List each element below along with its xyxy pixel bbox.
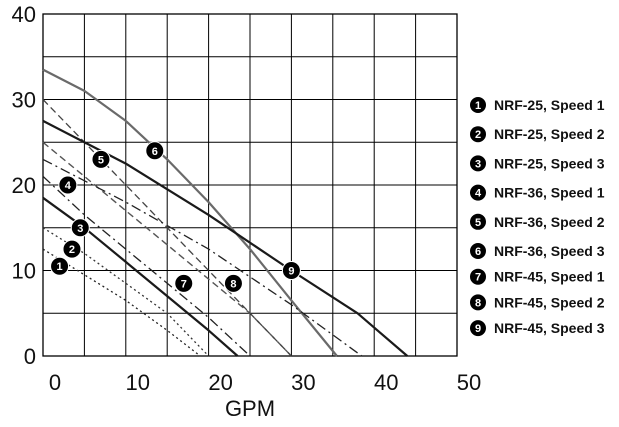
y-tick-label: 0 [24, 344, 36, 369]
series-marker-8: 8 [223, 273, 243, 293]
marker-circle [62, 239, 82, 259]
marker-number: 9 [288, 266, 294, 278]
y-tick-label: 10 [12, 259, 36, 284]
marker-number: 5 [98, 154, 104, 166]
y-tick-label: 30 [12, 88, 36, 113]
legend-entry-8: 8 NRF-45, Speed 2 [470, 294, 605, 311]
marker-number: 8 [230, 278, 236, 290]
legend-marker-circle [470, 155, 486, 172]
series-line-2 [42, 227, 210, 357]
x-tick-label: 0 [49, 370, 61, 395]
legend-marker-circle [470, 97, 486, 113]
y-axis-ticks: 0 10 20 30 40 [12, 2, 36, 369]
marker-number: 4 [65, 180, 72, 192]
x-tick-label: 30 [291, 370, 315, 395]
legend-label: NRF-45, Speed 3 [494, 320, 605, 336]
series-line-4 [42, 175, 251, 357]
legend-marker-circle [470, 213, 486, 230]
series-marker-1: 1 [50, 256, 70, 276]
legend-entry-5: 5 NRF-36, Speed 2 [470, 213, 605, 230]
marker-number: 2 [69, 244, 75, 256]
legend-entry-4: 4 NRF-36, Speed 1 [470, 184, 605, 201]
legend-entry-9: 9 NRF-45, Speed 3 [470, 320, 605, 337]
legend-marker-number: 2 [475, 129, 481, 141]
x-tick-label: 10 [126, 370, 150, 395]
marker-circle [58, 175, 78, 195]
grid [42, 13, 458, 357]
legend-entry-1: 1 NRF-25, Speed 1 [470, 97, 605, 113]
legend-marker-circle [470, 320, 486, 337]
legend-label: NRF-36, Speed 3 [494, 243, 605, 259]
legend-label: NRF-25, Speed 2 [494, 126, 605, 142]
series-marker-3: 3 [70, 218, 90, 238]
x-tick-label: 50 [457, 370, 481, 395]
x-axis-title: GPM [225, 396, 275, 421]
marker-circle [174, 273, 194, 293]
legend-entry-2: 2 NRF-25, Speed 2 [470, 126, 605, 143]
legend-entry-7: 7 NRF-45, Speed 1 [470, 268, 605, 285]
series-marker-6: 6 [145, 141, 165, 161]
series-marker-7: 7 [174, 273, 194, 293]
y-tick-label: 40 [12, 2, 36, 27]
marker-circle [50, 256, 70, 276]
legend: 1 NRF-25, Speed 1 2 NRF-25, Speed 2 3 NRF-25,… [470, 97, 605, 337]
marker-number: 1 [56, 261, 62, 273]
legend-marker-number: 5 [475, 217, 481, 229]
marker-number: 6 [152, 146, 158, 158]
legend-marker-circle [470, 184, 486, 201]
y-tick-label: 20 [12, 173, 36, 198]
series-marker-9: 9 [281, 261, 301, 280]
legend-marker-number: 3 [475, 158, 481, 170]
marker-circle [70, 218, 90, 238]
legend-marker-circle [470, 294, 486, 311]
series-markers: 123 4 5 6 7 8 9 [50, 141, 301, 293]
legend-label: NRF-45, Speed 1 [494, 269, 605, 285]
legend-entry-6: 6 NRF-36, Speed 3 [470, 243, 605, 259]
legend-label: NRF-25, Speed 3 [494, 155, 605, 171]
x-tick-label: 20 [208, 370, 232, 395]
marker-circle [223, 273, 243, 293]
marker-number: 7 [181, 278, 187, 290]
legend-label: NRF-36, Speed 2 [494, 214, 605, 230]
legend-label: NRF-45, Speed 2 [494, 294, 605, 310]
legend-marker-number: 8 [475, 297, 481, 309]
marker-circle [91, 149, 111, 169]
legend-marker-number: 7 [475, 272, 481, 284]
series-line-9 [42, 119, 409, 357]
marker-circle [281, 261, 301, 280]
legend-marker-number: 9 [475, 323, 481, 335]
legend-label: NRF-36, Speed 1 [494, 185, 605, 201]
marker-number: 3 [77, 223, 83, 235]
legend-marker-number: 4 [475, 188, 482, 200]
x-tick-label: 40 [374, 370, 398, 395]
legend-label: NRF-25, Speed 1 [494, 97, 605, 113]
marker-circle [145, 141, 165, 161]
x-axis-ticks: 0 10 20 30 40 50 [49, 370, 481, 395]
series-marker-5: 5 [91, 149, 111, 169]
series-line-6 [42, 68, 338, 357]
legend-entry-3: 3 NRF-25, Speed 3 [470, 155, 605, 172]
legend-marker-number: 6 [475, 246, 481, 258]
series-line-8 [42, 158, 363, 357]
legend-marker-number: 1 [475, 100, 481, 112]
series-marker-4: 4 [58, 175, 78, 195]
legend-marker-circle [470, 268, 486, 285]
legend-marker-circle [470, 126, 486, 143]
legend-marker-circle [470, 243, 486, 259]
series-marker-2: 2 [62, 239, 82, 259]
